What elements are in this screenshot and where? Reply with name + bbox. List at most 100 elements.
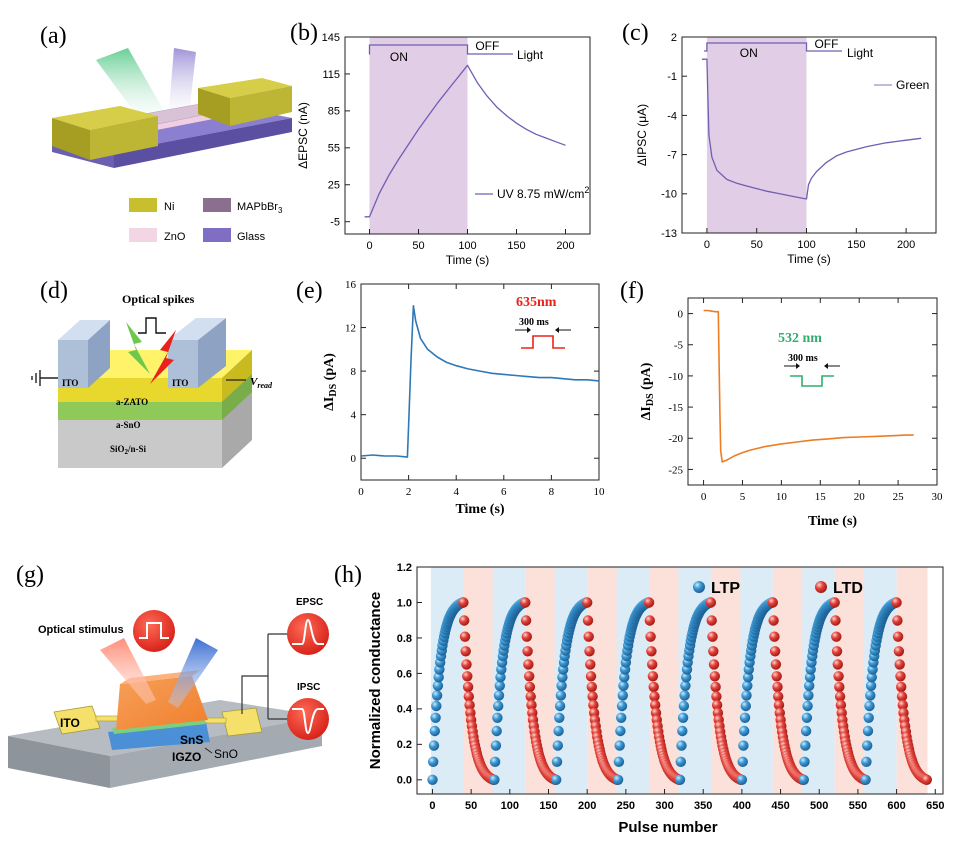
ltd-point <box>834 691 846 702</box>
ids-trace-532 <box>703 309 914 463</box>
ltp-point <box>800 740 811 751</box>
ltd-point <box>521 631 532 642</box>
ltd-point <box>524 671 535 682</box>
legend-marker-ltp <box>693 581 705 593</box>
y-tick-label: -4 <box>667 110 677 122</box>
ltp-point <box>676 740 687 751</box>
on-annotation: ON <box>390 50 408 64</box>
ltp-point <box>803 690 814 701</box>
on-window-band <box>369 37 468 234</box>
x-tick-label: 100 <box>797 239 815 251</box>
ltp-point <box>864 700 875 712</box>
right-electrode <box>221 707 263 737</box>
light-pulse-indicator <box>704 42 842 52</box>
panel-a-legend: Ni MAPbBr3 ZnO Glass <box>129 198 283 243</box>
ltd-point <box>709 671 720 682</box>
ltp-point <box>557 672 568 683</box>
x-tick-label: 350 <box>694 800 712 812</box>
ltp-point <box>619 672 630 683</box>
ltd-point <box>648 681 659 693</box>
ltp-point <box>431 700 442 712</box>
optical-stimulus-label: Optical stimulus <box>38 624 124 636</box>
y-tick-label: 1.0 <box>397 597 412 609</box>
ltp-point <box>493 690 505 701</box>
ltp-point <box>739 712 751 723</box>
green-light-beam <box>96 48 168 128</box>
ltd-point <box>710 681 721 693</box>
ltd-point <box>896 691 908 702</box>
ltp-point <box>679 690 690 701</box>
purple-light-beam <box>168 48 196 124</box>
chart-ids-532nm: 0 -5 -10 -15 -20 -25 0 5 10 15 20 25 30 532 nm 300 ms T… <box>639 297 943 529</box>
x-tick-label: 10 <box>776 491 788 503</box>
pulse-shape-532 <box>790 375 834 387</box>
plot-frame <box>360 283 600 481</box>
ltd-point <box>583 631 594 642</box>
ltd-point <box>767 597 778 608</box>
ltp-point <box>433 672 444 683</box>
ltd-point <box>835 699 847 711</box>
legend-label: Green <box>896 78 929 92</box>
y-tick-label: 8 <box>351 366 357 378</box>
x-tick-label: 0 <box>366 240 372 252</box>
ltd-point <box>895 671 906 682</box>
ltp-point <box>553 725 564 737</box>
ltd-point <box>525 691 536 702</box>
ltd-point <box>831 646 843 657</box>
legend-label-ni: Ni <box>164 201 174 213</box>
legend-label: UV 8.75 mW/cm2 <box>497 185 589 201</box>
ltp-point <box>427 774 438 785</box>
ito-label: ITO <box>60 716 80 730</box>
y-tick-label: 0.2 <box>397 739 412 751</box>
ltp-point <box>489 756 501 767</box>
y-tick-label: 115 <box>322 69 340 81</box>
ltd-point <box>769 631 780 642</box>
y-tick-label: -13 <box>661 228 677 240</box>
ltd-point <box>582 597 593 608</box>
legend-swatch-glass <box>203 228 231 242</box>
substrate-label: SiO2/n-Si <box>110 444 147 456</box>
ltp-point <box>617 690 628 701</box>
ltd-point <box>830 615 841 626</box>
ltp-point <box>490 740 502 751</box>
ltd-point <box>897 699 908 711</box>
ltp-point <box>432 680 444 691</box>
plot-frame <box>687 297 938 486</box>
ltp-point <box>677 712 689 723</box>
ltp-point <box>493 700 504 712</box>
pulse-arrowhead-left <box>796 363 800 369</box>
x-tick-label: 6 <box>501 486 507 498</box>
ltp-point <box>675 756 686 767</box>
ltd-point <box>771 671 782 682</box>
ltd-point <box>460 646 471 657</box>
x-tick-label: 200 <box>556 240 574 252</box>
ltd-point <box>524 681 536 693</box>
x-tick-label: 25 <box>893 491 905 503</box>
ltd-point <box>832 659 843 670</box>
ltp-point <box>556 680 567 691</box>
y-tick-label: -20 <box>668 433 683 445</box>
optical-spikes-label: Optical spikes <box>122 292 195 306</box>
ltd-point <box>647 671 659 682</box>
y-tick-label: -1 <box>667 71 677 83</box>
ltd-point <box>708 646 719 657</box>
ltd-point <box>650 699 661 711</box>
ltd-point <box>921 774 932 785</box>
ltd-point <box>588 699 599 711</box>
x-tick-label: 10 <box>594 486 606 498</box>
panel-a-schematic <box>52 48 292 168</box>
panel-label-c: (c) <box>622 20 649 46</box>
ltp-point <box>740 700 751 712</box>
ltp-point <box>616 700 628 712</box>
panel-d-schematic: Optical spikes ITO ITO a-ZATO a-SnO SiO2… <box>31 292 273 468</box>
ltp-point <box>429 725 440 737</box>
ltp-point <box>674 774 686 785</box>
legend-label-glass: Glass <box>237 231 266 243</box>
panel-label-d: (d) <box>40 278 68 304</box>
ni-electrode-left <box>52 106 158 130</box>
x-tick-label: 100 <box>501 800 519 812</box>
y-tick-label: 25 <box>328 180 340 192</box>
wavelength-label-532: 532 nm <box>778 331 822 346</box>
y-tick-label: 85 <box>328 106 340 118</box>
x-axis-label: Time (s) <box>455 502 504 517</box>
